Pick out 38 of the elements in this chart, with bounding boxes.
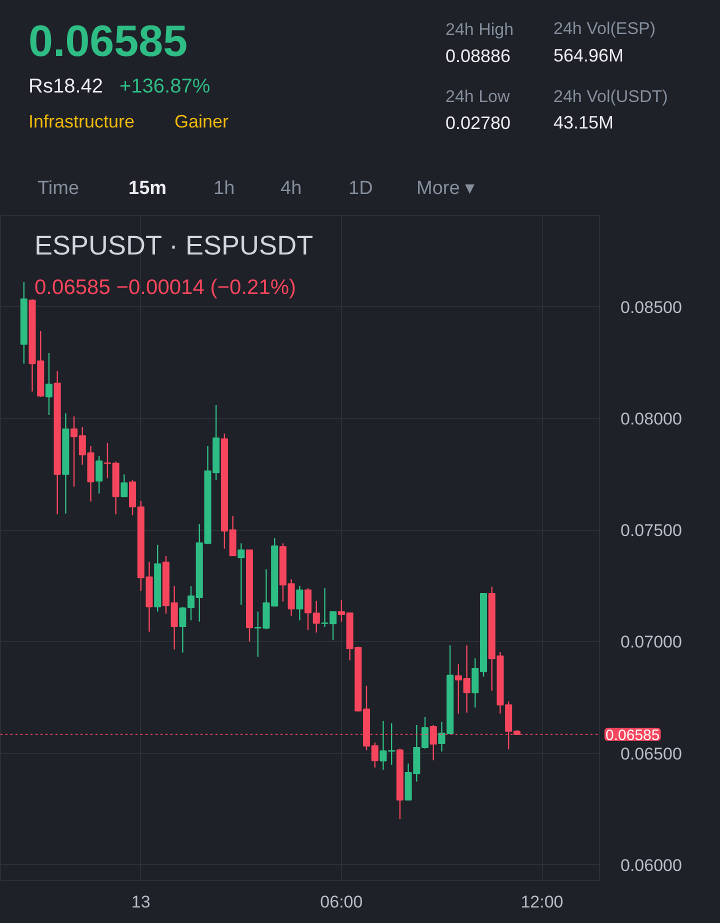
y-tick-label: 0.07500 <box>620 521 682 540</box>
candlestick <box>296 585 304 621</box>
x-tick-label: 06:00 <box>320 892 363 912</box>
candlestick <box>45 352 52 416</box>
text: 1h <box>214 178 235 199</box>
text: 43.15M <box>554 112 614 132</box>
text: 1D <box>348 178 373 199</box>
candlestick <box>120 474 128 498</box>
text: 24h Vol(ESP) <box>554 19 656 38</box>
y-tick-label: 0.06500 <box>620 744 682 764</box>
text: 564.96M <box>554 46 624 66</box>
text: 24h Low <box>446 87 510 106</box>
candlestick <box>312 600 320 634</box>
text: Gainer <box>174 112 229 132</box>
text: 0.06585 −0.00014 (−0.21%) <box>34 276 296 299</box>
candlestick <box>304 588 312 631</box>
text: +136.87% <box>120 76 210 98</box>
text: ESPUSDT · ESPUSDT <box>34 230 314 260</box>
y-tick-label: 0.07000 <box>620 632 682 652</box>
text: 15m <box>128 178 167 199</box>
text: Time <box>38 178 80 199</box>
y-tick-label: 0.08000 <box>620 410 682 429</box>
text: 0.06585 <box>28 17 188 66</box>
candlestick <box>96 455 103 494</box>
candlestick <box>238 542 245 606</box>
y-tick-label: 0.08500 <box>620 298 682 317</box>
text: 4h <box>280 178 302 199</box>
y-tick-label: 0.06000 <box>620 856 682 875</box>
text: 0.02780 <box>446 113 511 133</box>
text: 0.08886 <box>446 46 511 66</box>
text: 24h Vol(USDT) <box>554 87 668 106</box>
x-tick-label: 13 <box>131 892 150 912</box>
ref-line-label: 0.06585 <box>606 726 660 744</box>
text: 24h High <box>446 20 514 39</box>
x-tick-label: 12:00 <box>520 892 564 912</box>
text: Infrastructure <box>28 112 135 132</box>
text: Rs18.42 <box>28 76 103 98</box>
text: More ▾ <box>416 178 476 199</box>
